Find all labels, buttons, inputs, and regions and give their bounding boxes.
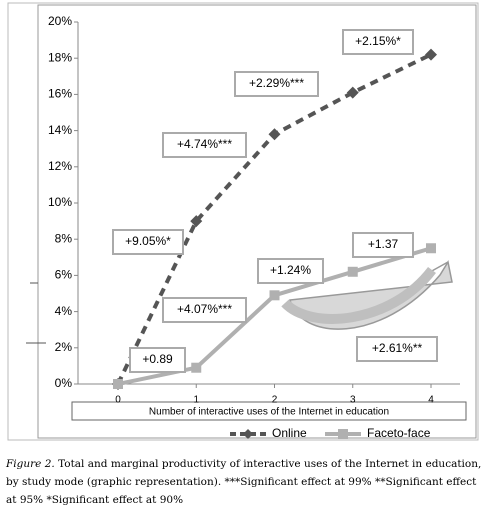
x-tick-label: 1 xyxy=(193,395,199,406)
annotation: +1.24% xyxy=(270,263,311,277)
annotation-box xyxy=(162,297,247,323)
caption-label: Figure 2. xyxy=(6,458,55,470)
annotation-box xyxy=(129,347,186,373)
marker xyxy=(268,128,281,141)
x-axis-label: Number of interactive uses of the Intern… xyxy=(149,407,389,418)
series-line xyxy=(116,52,432,385)
legend-label: Faceto-face xyxy=(367,426,431,440)
x-tick-label: 4 xyxy=(428,395,434,406)
x-tick-label: 0 xyxy=(115,395,121,406)
annotation: +2.61%** xyxy=(372,341,423,355)
annotation: +0.89 xyxy=(142,352,173,366)
marker xyxy=(190,215,203,228)
annotation-box xyxy=(234,71,319,97)
x-tick-label: 3 xyxy=(350,395,356,406)
y-tick-label: 14% xyxy=(48,123,72,137)
y-tick-label: 12% xyxy=(48,159,72,173)
annotation-box xyxy=(342,29,414,55)
annotation: +4.74%*** xyxy=(177,137,232,151)
y-tick-label: 10% xyxy=(48,195,72,209)
marker xyxy=(346,86,359,99)
annotation-box xyxy=(162,132,247,158)
annotation: +1.37 xyxy=(368,237,399,251)
caption: Figure 2. Total and marginal productivit… xyxy=(6,455,486,509)
marker xyxy=(113,379,123,389)
marker xyxy=(425,48,437,61)
annotation: +4.07%*** xyxy=(177,302,232,316)
caption-text: Total and marginal productivity of inter… xyxy=(6,458,482,506)
marker xyxy=(347,266,358,277)
marker xyxy=(426,243,436,254)
annotation-box xyxy=(112,229,184,255)
annotation-box xyxy=(352,232,414,258)
y-tick-label: 18% xyxy=(48,50,72,64)
x-tick-label: 2 xyxy=(272,395,278,406)
arrow-body xyxy=(281,266,436,324)
annotation: +2.29%*** xyxy=(249,76,304,90)
legend-marker xyxy=(243,429,253,439)
legend-marker xyxy=(338,429,348,439)
y-tick-label: 0% xyxy=(55,376,73,390)
y-tick-label: 8% xyxy=(55,231,73,245)
legend-label: Online xyxy=(272,426,307,440)
annotation-box xyxy=(356,336,438,362)
annotation: +9.05%* xyxy=(125,234,171,248)
y-tick-label: 4% xyxy=(55,304,73,318)
plot-frame xyxy=(37,4,477,439)
y-tick-label: 20% xyxy=(48,14,72,28)
marker xyxy=(269,290,280,301)
y-tick-label: 6% xyxy=(55,268,73,282)
x-label-box xyxy=(71,401,467,421)
y-tick-label: 2% xyxy=(55,340,73,354)
outer-frame xyxy=(7,2,479,441)
annotation-box xyxy=(257,258,324,284)
marker xyxy=(191,362,202,373)
annotation: +2.15%* xyxy=(355,34,401,48)
y-tick-label: 16% xyxy=(48,87,72,101)
chart: Number of interactive uses of the Intern… xyxy=(7,2,479,441)
